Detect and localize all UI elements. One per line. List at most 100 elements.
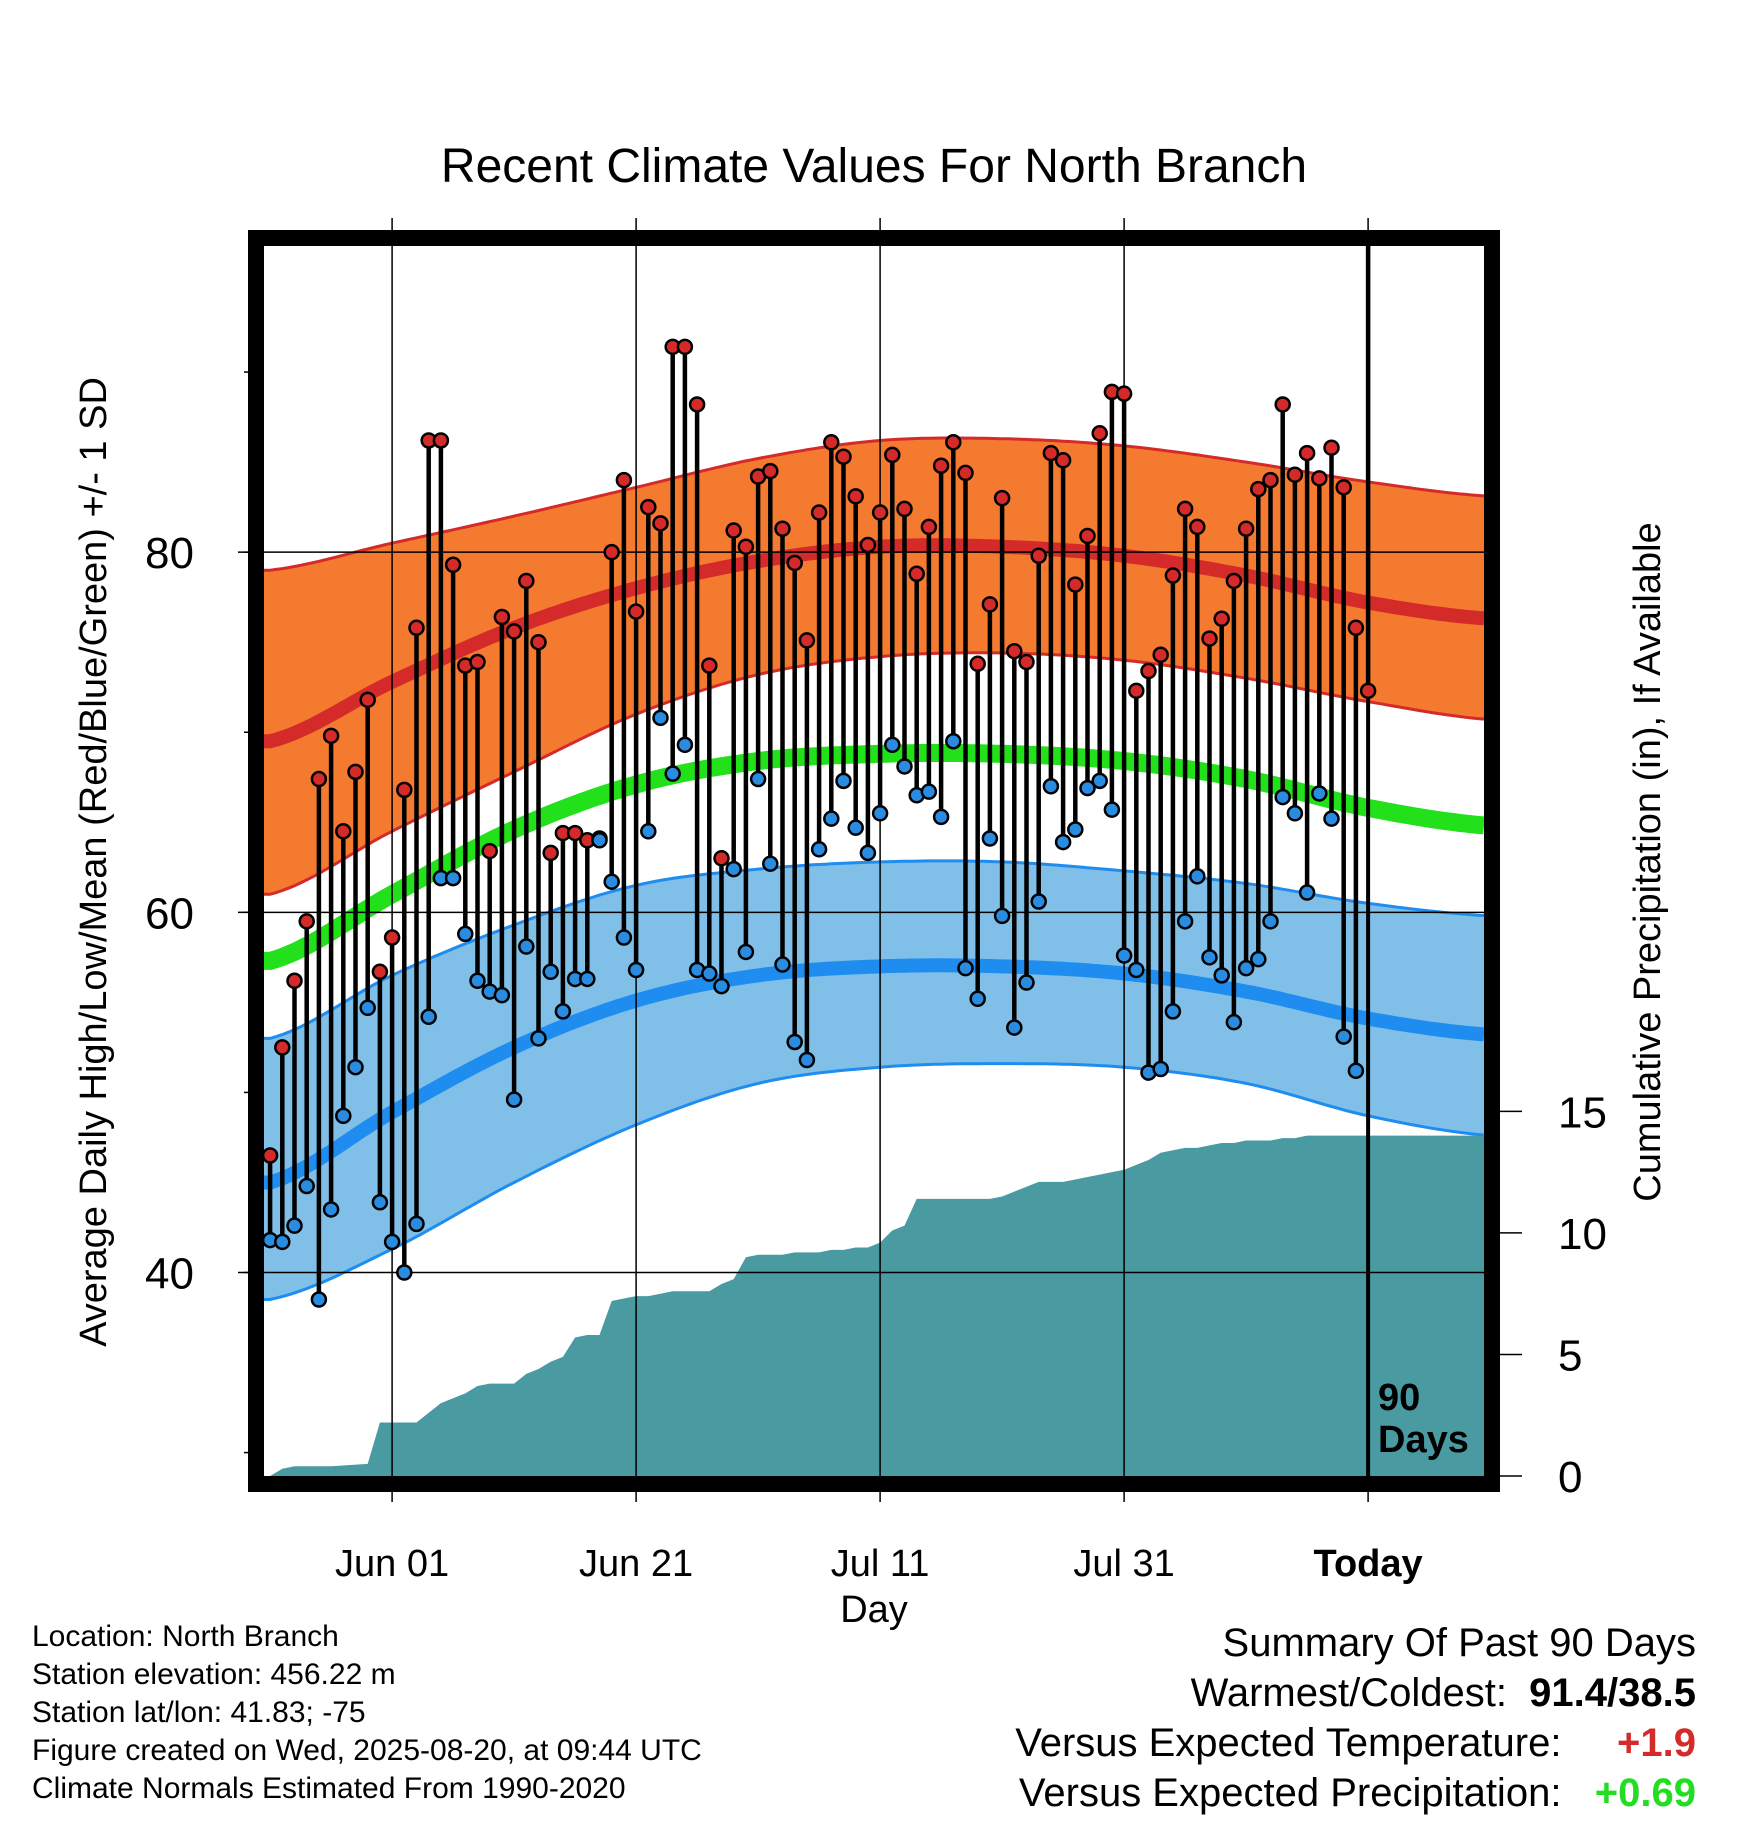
- daily-low-point: [1091, 772, 1108, 790]
- daily-low-point: [396, 1264, 413, 1281]
- daily-high-point: [640, 498, 657, 516]
- daily-low-point: [335, 1107, 352, 1125]
- daily-low-point: [725, 860, 742, 878]
- low-normal-line: [264, 958, 1484, 1190]
- daily-high-point: [737, 538, 755, 555]
- low-band-upper-edge: [264, 859, 1484, 1040]
- daily-high-point: [859, 536, 877, 554]
- daily-high-point: [1298, 444, 1316, 462]
- daily-high-point: [835, 448, 852, 465]
- daily-high-point: [627, 603, 645, 620]
- daily-high-point: [713, 850, 730, 867]
- daily-high-point: [884, 446, 901, 464]
- daily-low-point: [1237, 959, 1255, 977]
- daily-low-point: [1176, 913, 1194, 930]
- station-elevation: Station elevation: 456.22 m: [32, 1658, 396, 1691]
- today-label-days-count: 90: [1378, 1377, 1420, 1419]
- daily-high-point: [1030, 547, 1047, 565]
- axes: Jun 01 Jun 21 Jul 11 Jul 31 Today 40 60 80 0 5 10 1…: [145, 218, 1607, 1585]
- daily-high-point: [688, 396, 706, 413]
- station-info: Location: North Branch Station elevation…: [32, 1618, 702, 1808]
- daily-low-point: [1335, 1028, 1352, 1045]
- daily-high-point: [1335, 479, 1352, 496]
- x-tick-label: Today: [1314, 1543, 1423, 1585]
- daily-low-point: [615, 929, 633, 946]
- daily-high-point: [1274, 396, 1291, 413]
- daily-high-point: [432, 432, 450, 449]
- daily-low-point: [993, 907, 1011, 925]
- daily-low-point: [322, 1201, 340, 1218]
- daily-high-point: [264, 1147, 279, 1164]
- x-tick-label: Jun 01: [335, 1543, 449, 1585]
- daily-high-point: [1237, 520, 1255, 537]
- daily-low-point: [749, 770, 767, 788]
- daily-high-point: [1115, 385, 1133, 402]
- daily-low-point: [847, 819, 864, 836]
- daily-low-point: [469, 972, 486, 990]
- daily-high-point: [274, 1039, 291, 1056]
- daily-high-point: [359, 691, 376, 709]
- daily-high-point: [1176, 500, 1194, 518]
- daily-high-point: [335, 823, 352, 840]
- daily-low-point: [371, 1194, 389, 1211]
- daily-high-point: [1262, 471, 1279, 489]
- daily-low-point: [1067, 821, 1084, 838]
- daily-low-point: [786, 1033, 803, 1051]
- x-tick-label: Jun 21: [579, 1543, 693, 1585]
- daily-low-point: [274, 1233, 291, 1251]
- daily-high-point: [1042, 444, 1060, 462]
- daily-low-point: [1103, 801, 1121, 818]
- daily-high-point: [701, 657, 718, 674]
- y2-tick-label: 15: [1558, 1088, 1607, 1137]
- daily-low-point: [1042, 778, 1060, 795]
- daily-low-point: [347, 1058, 364, 1076]
- plot-content: [264, 246, 1484, 1476]
- daily-low-point: [603, 873, 620, 890]
- daily-high-point: [286, 972, 303, 990]
- daily-low-point: [591, 832, 608, 849]
- daily-high-point: [505, 623, 523, 640]
- daily-low-point: [835, 772, 852, 790]
- daily-high-point: [969, 655, 986, 673]
- daily-low-point: [701, 965, 718, 982]
- daily-high-point: [908, 565, 925, 583]
- daily-low-point: [932, 808, 950, 826]
- daily-high-point: [542, 844, 559, 862]
- daily-high-point: [932, 457, 950, 474]
- temp-vs-expected-row: Versus Expected Temperature: +1.9: [1015, 1718, 1696, 1768]
- daily-high-point: [1079, 527, 1096, 545]
- y2-axis-label: Cumulative Precipitation (in), If Availa…: [1627, 522, 1669, 1201]
- daily-high-point: [1152, 646, 1169, 664]
- daily-high-point: [676, 338, 694, 356]
- summary-panel: Summary Of Past 90 Days Warmest/Coldest:…: [1015, 1618, 1696, 1818]
- station-latlon: Station lat/lon: 41.83; -75: [32, 1696, 366, 1729]
- warm-cold-row: Warmest/Coldest: 91.4/38.5: [1015, 1668, 1696, 1718]
- low-normal-band: [264, 860, 1484, 1300]
- precip-vs-expected-value: +0.69: [1594, 1771, 1696, 1815]
- daily-high-point: [774, 520, 791, 537]
- daily-low-point: [298, 1177, 315, 1195]
- daily-low-point: [1298, 884, 1316, 901]
- daily-low-point: [420, 1008, 437, 1026]
- daily-low-point: [859, 844, 877, 862]
- daily-low-point: [1250, 950, 1267, 968]
- daily-high-point: [383, 929, 401, 946]
- y-tick-label: 60: [145, 889, 194, 938]
- daily-high-point: [518, 572, 535, 590]
- daily-high-point: [1140, 662, 1157, 680]
- daily-low-point: [1225, 1013, 1243, 1031]
- daily-low-point: [1323, 810, 1340, 827]
- daily-low-point: [762, 855, 779, 872]
- daily-high-point: [993, 489, 1011, 507]
- daily-low-point: [1079, 779, 1096, 797]
- daily-low-point: [713, 977, 730, 995]
- daily-high-point: [481, 842, 498, 860]
- daily-high-point: [1054, 452, 1072, 469]
- daily-low-point: [359, 999, 376, 1017]
- daily-high-point: [1201, 630, 1218, 647]
- precip-vs-expected-row: Versus Expected Precipitation: +0.69: [1015, 1768, 1696, 1818]
- daily-low-point: [981, 830, 999, 847]
- precip-vs-expected-label: Versus Expected Precipitation:: [1018, 1771, 1562, 1815]
- daily-low-point: [652, 709, 669, 727]
- daily-high-point: [1213, 610, 1230, 628]
